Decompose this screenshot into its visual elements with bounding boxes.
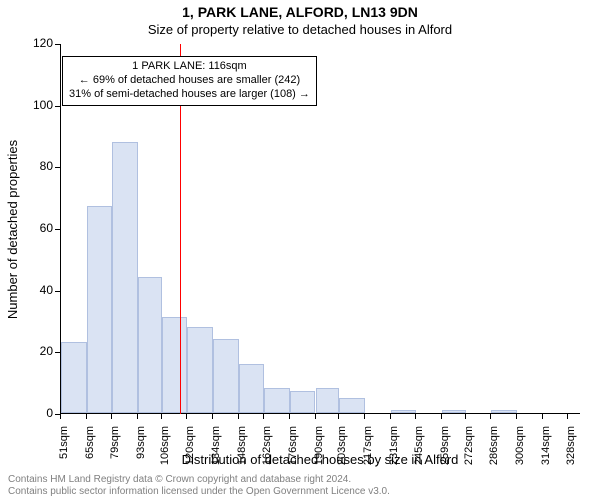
x-tick <box>186 414 187 419</box>
histogram-bar <box>87 206 113 413</box>
x-tick <box>238 414 239 419</box>
x-tick <box>542 414 543 419</box>
annotation-line: 31% of semi-detached houses are larger (… <box>69 88 310 102</box>
x-tick-label: 176sqm <box>287 426 299 474</box>
footer-attribution: Contains HM Land Registry data © Crown c… <box>8 474 390 498</box>
x-tick <box>161 414 162 419</box>
x-tick-label: 286sqm <box>488 426 500 474</box>
x-tick <box>263 414 264 419</box>
footer-line-1: Contains HM Land Registry data © Crown c… <box>8 474 390 486</box>
x-tick-label: 120sqm <box>184 426 196 474</box>
x-tick <box>390 414 391 419</box>
histogram-bar <box>112 142 138 413</box>
annotation-line: ← 69% of detached houses are smaller (24… <box>69 74 310 88</box>
chart-subtitle: Size of property relative to detached ho… <box>0 22 600 37</box>
y-tick-label: 40 <box>25 283 53 297</box>
annotation-line: 1 PARK LANE: 116sqm <box>69 60 310 74</box>
x-tick-label: 79sqm <box>109 426 121 474</box>
x-tick-label: 51sqm <box>58 426 70 474</box>
x-tick <box>567 414 568 419</box>
chart-title: 1, PARK LANE, ALFORD, LN13 9DN <box>0 4 600 20</box>
x-tick-label: 300sqm <box>514 426 526 474</box>
x-tick-label: 203sqm <box>336 426 348 474</box>
y-tick <box>55 291 60 292</box>
x-tick-label: 106sqm <box>159 426 171 474</box>
x-tick-label: 272sqm <box>463 426 475 474</box>
x-tick-label: 93sqm <box>135 426 147 474</box>
y-tick-label: 100 <box>25 98 53 112</box>
x-tick <box>289 414 290 419</box>
histogram-bar <box>316 388 340 413</box>
histogram-bar <box>491 410 517 413</box>
histogram-bar <box>138 277 162 413</box>
x-tick-label: 245sqm <box>413 426 425 474</box>
y-tick <box>55 167 60 168</box>
histogram-bar <box>339 398 365 413</box>
x-tick-label: 231sqm <box>388 426 400 474</box>
x-tick-label: 148sqm <box>236 426 248 474</box>
x-tick <box>364 414 365 419</box>
histogram-bar <box>264 388 290 413</box>
y-tick-label: 80 <box>25 159 53 173</box>
chart-page: 1, PARK LANE, ALFORD, LN13 9DN Size of p… <box>0 0 600 500</box>
y-tick <box>55 44 60 45</box>
y-tick <box>55 106 60 107</box>
x-tick <box>465 414 466 419</box>
histogram-bar <box>290 391 316 413</box>
histogram-bar <box>239 364 265 413</box>
x-tick-label: 259sqm <box>439 426 451 474</box>
x-tick-label: 134sqm <box>210 426 222 474</box>
histogram-bar <box>442 410 466 413</box>
histogram-bar <box>162 317 188 413</box>
x-tick-label: 314sqm <box>540 426 552 474</box>
x-tick <box>137 414 138 419</box>
x-tick <box>415 414 416 419</box>
y-tick-label: 60 <box>25 221 53 235</box>
x-tick <box>490 414 491 419</box>
footer-line-2: Contains public sector information licen… <box>8 486 390 498</box>
histogram-bar <box>61 342 87 413</box>
y-tick <box>55 229 60 230</box>
x-tick <box>441 414 442 419</box>
x-tick <box>86 414 87 419</box>
y-tick-label: 120 <box>25 36 53 50</box>
x-tick-label: 162sqm <box>261 426 273 474</box>
x-tick <box>60 414 61 419</box>
x-tick-label: 190sqm <box>313 426 325 474</box>
x-tick-label: 328sqm <box>565 426 577 474</box>
y-axis-label: Number of detached properties <box>4 44 22 414</box>
histogram-bar <box>391 410 417 413</box>
x-tick-label: 217sqm <box>362 426 374 474</box>
y-tick-label: 20 <box>25 344 53 358</box>
histogram-bar <box>213 339 239 413</box>
y-tick <box>55 352 60 353</box>
y-tick-label: 0 <box>25 406 53 420</box>
x-tick <box>315 414 316 419</box>
x-tick <box>338 414 339 419</box>
x-tick <box>111 414 112 419</box>
x-tick-label: 65sqm <box>84 426 96 474</box>
x-tick <box>516 414 517 419</box>
x-tick <box>212 414 213 419</box>
annotation-box: 1 PARK LANE: 116sqm← 69% of detached hou… <box>62 56 317 105</box>
histogram-bar <box>187 327 213 413</box>
